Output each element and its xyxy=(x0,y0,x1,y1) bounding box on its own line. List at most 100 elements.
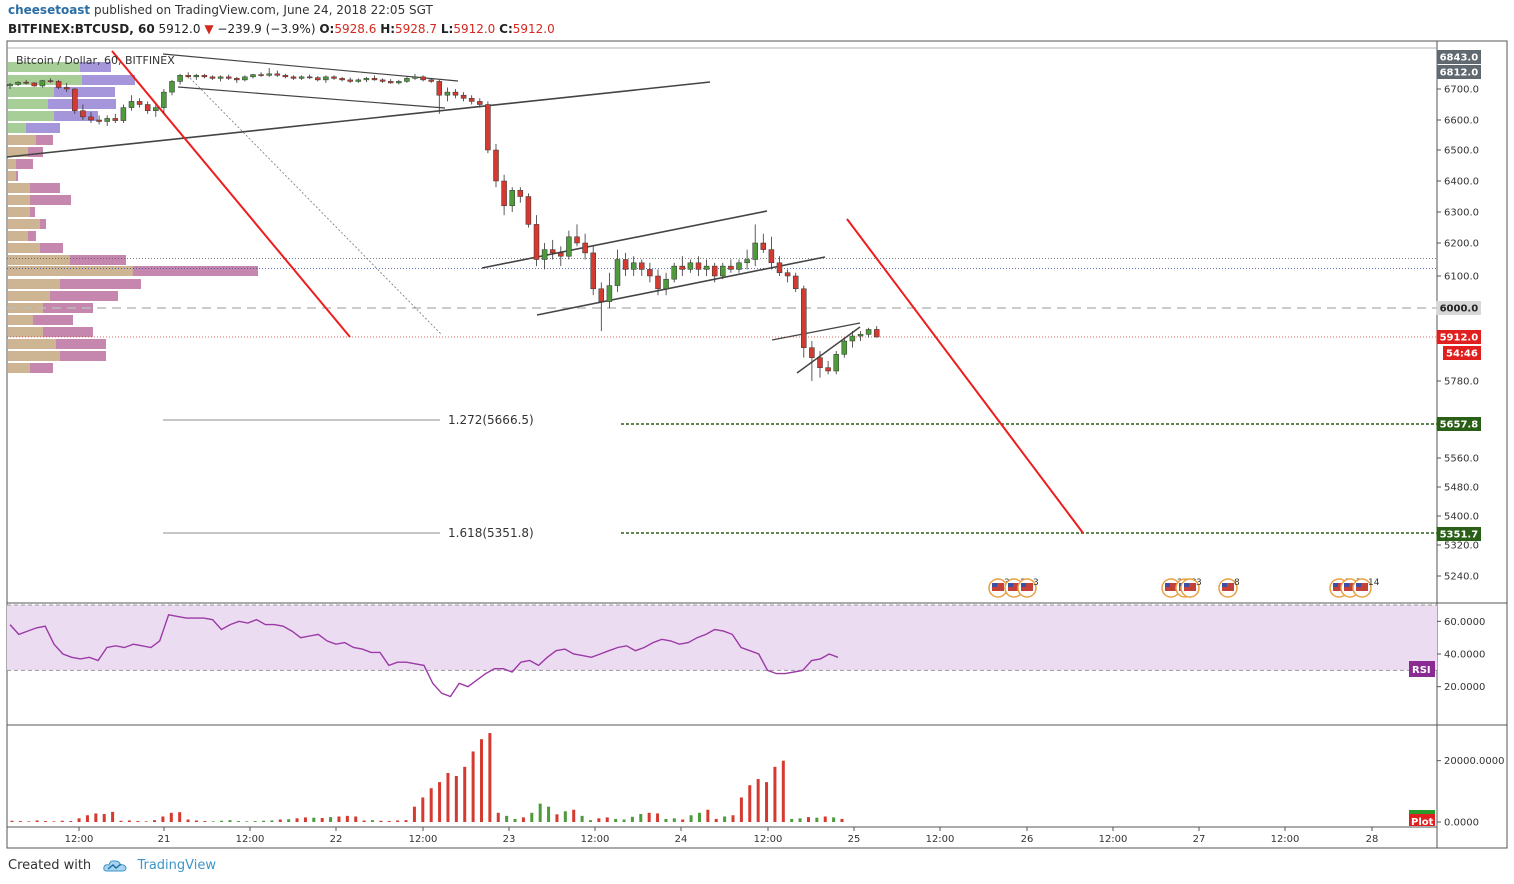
volume-bar[interactable] xyxy=(479,739,483,822)
candle-body[interactable] xyxy=(728,265,734,270)
volume-bar[interactable] xyxy=(211,821,215,822)
volume-bar[interactable] xyxy=(102,814,106,822)
volume-bar[interactable] xyxy=(639,814,643,822)
volume-bar[interactable] xyxy=(689,815,693,822)
drawings[interactable] xyxy=(6,50,1084,534)
volume-bar[interactable] xyxy=(580,815,584,822)
volume-bar[interactable] xyxy=(10,820,14,822)
candle-body[interactable] xyxy=(501,180,507,207)
candle-body[interactable] xyxy=(857,334,864,337)
candle-body[interactable] xyxy=(72,88,78,111)
rsi-axis[interactable]: 60.0000 40.0000 20.0000 RSI xyxy=(1409,617,1485,693)
candle-body[interactable] xyxy=(161,91,167,108)
volume-bar[interactable] xyxy=(815,817,819,822)
volume-bar[interactable] xyxy=(320,818,324,822)
volume-bar[interactable] xyxy=(178,812,182,822)
volume-bar[interactable] xyxy=(471,751,475,822)
volume-bar[interactable] xyxy=(790,818,794,822)
candle-body[interactable] xyxy=(396,81,402,84)
rsi-line[interactable] xyxy=(9,614,839,698)
candle-body[interactable] xyxy=(444,91,451,96)
volume-bar[interactable] xyxy=(555,814,559,822)
candle-body[interactable] xyxy=(809,347,815,358)
symbol-label[interactable]: BITFINEX:BTCUSD, 60 xyxy=(8,22,155,36)
volume-bar[interactable] xyxy=(681,819,685,822)
volume-bar[interactable] xyxy=(18,821,22,822)
candle-body[interactable] xyxy=(379,79,386,82)
candle-body[interactable] xyxy=(720,265,726,277)
volume-bar[interactable] xyxy=(496,812,500,822)
candle-body[interactable] xyxy=(647,269,653,277)
candle-body[interactable] xyxy=(315,77,321,81)
candle-body[interactable] xyxy=(306,76,313,79)
volume-bar[interactable] xyxy=(236,821,240,822)
candle-body[interactable] xyxy=(217,76,224,79)
candle-body[interactable] xyxy=(63,87,70,90)
volume-bar[interactable] xyxy=(220,820,224,822)
candle-body[interactable] xyxy=(193,75,200,78)
candle-body[interactable] xyxy=(31,82,38,87)
candle-body[interactable] xyxy=(614,259,621,286)
volume-bar[interactable] xyxy=(404,820,408,822)
volume-bar[interactable] xyxy=(765,782,769,822)
volume-bar[interactable] xyxy=(614,818,618,822)
candle-body[interactable] xyxy=(744,259,750,264)
candle-body[interactable] xyxy=(825,367,831,372)
candle-body[interactable] xyxy=(768,249,775,264)
volume-bar[interactable] xyxy=(697,812,701,822)
volume-bar[interactable] xyxy=(840,818,844,822)
candle-body[interactable] xyxy=(711,265,718,277)
volume-bar[interactable] xyxy=(295,818,299,822)
candle-body[interactable] xyxy=(242,76,248,81)
volume-bar[interactable] xyxy=(622,819,626,822)
volume-bar[interactable] xyxy=(748,785,752,822)
volume-bar[interactable] xyxy=(588,820,592,822)
volume-bar[interactable] xyxy=(538,803,542,822)
volume-bar[interactable] xyxy=(656,813,660,822)
volume-bar[interactable] xyxy=(379,820,383,822)
candle-body[interactable] xyxy=(436,81,443,96)
candle-body[interactable] xyxy=(185,75,191,78)
candle-body[interactable] xyxy=(339,78,345,81)
candle-body[interactable] xyxy=(290,76,297,79)
candle-body[interactable] xyxy=(23,81,29,84)
candle-body[interactable] xyxy=(558,252,564,257)
wedge-bottom-line[interactable] xyxy=(796,326,861,374)
volume-bar[interactable] xyxy=(245,821,249,822)
volume-bar[interactable] xyxy=(27,821,31,822)
volume-bar[interactable] xyxy=(60,820,64,822)
volume-axis[interactable]: 20000.0000 0.0000 Plot xyxy=(1409,756,1504,829)
candle-body[interactable] xyxy=(468,98,475,102)
volume-bar[interactable] xyxy=(303,817,307,822)
candle-body[interactable] xyxy=(169,81,175,93)
candle-body[interactable] xyxy=(509,190,515,207)
volume-bar[interactable] xyxy=(35,820,39,822)
candle-body[interactable] xyxy=(703,265,710,270)
candle-body[interactable] xyxy=(323,76,329,81)
candle-body[interactable] xyxy=(752,242,758,260)
volume-bar[interactable] xyxy=(756,779,760,822)
volume-bar[interactable] xyxy=(429,788,433,822)
candle-body[interactable] xyxy=(630,262,637,270)
candle-body[interactable] xyxy=(428,79,434,82)
candle-body[interactable] xyxy=(525,196,532,225)
candle-body[interactable] xyxy=(274,73,281,76)
volume-bar[interactable] xyxy=(723,816,727,822)
volume-bar[interactable] xyxy=(186,819,190,822)
candle-body[interactable] xyxy=(817,357,823,368)
volume-bar[interactable] xyxy=(287,819,291,822)
volume-bar[interactable] xyxy=(647,812,651,822)
volume-bar[interactable] xyxy=(773,766,777,822)
candle-body[interactable] xyxy=(477,101,483,105)
volume-bar[interactable] xyxy=(597,818,601,822)
candle-body[interactable] xyxy=(695,262,702,270)
candle-body[interactable] xyxy=(606,285,613,302)
volume-bar[interactable] xyxy=(714,818,718,822)
volume-bar[interactable] xyxy=(547,806,551,822)
candle-body[interactable] xyxy=(663,278,669,290)
wedge-top-line[interactable] xyxy=(771,322,861,341)
candle-body[interactable] xyxy=(566,236,572,257)
candle-body[interactable] xyxy=(736,262,742,270)
volume-bar[interactable] xyxy=(505,815,509,822)
volume-bar[interactable] xyxy=(563,811,567,822)
